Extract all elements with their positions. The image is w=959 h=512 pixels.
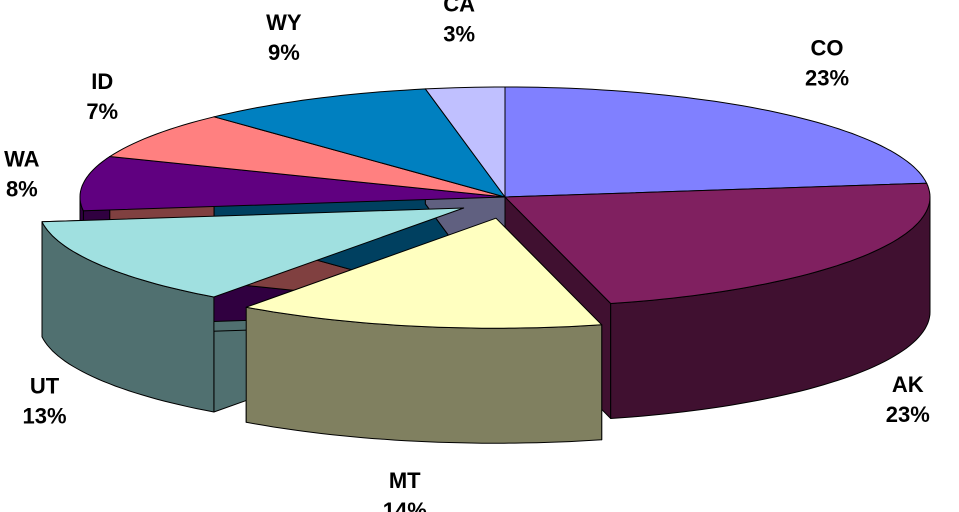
slice-label: ID bbox=[91, 69, 113, 94]
slice-value-label: 23% bbox=[805, 65, 849, 90]
slice-label: UT bbox=[30, 373, 60, 398]
slice bbox=[504, 86, 928, 198]
slice bbox=[504, 182, 931, 304]
slice-value-label: 8% bbox=[6, 177, 38, 202]
slice-value-label: 14% bbox=[383, 498, 427, 512]
slice-value-label: 9% bbox=[268, 40, 300, 65]
slice-label: WA bbox=[4, 147, 40, 172]
tops bbox=[41, 86, 931, 329]
sides bbox=[41, 196, 931, 444]
slice bbox=[245, 217, 603, 329]
slice-value-label: 23% bbox=[886, 402, 930, 427]
slice bbox=[109, 116, 506, 198]
slice-label: CO bbox=[811, 35, 844, 60]
slice bbox=[41, 207, 465, 298]
slice-label: AK bbox=[892, 372, 924, 397]
slice bbox=[424, 86, 506, 198]
slice-label: MT bbox=[389, 468, 421, 493]
slice-value-label: 7% bbox=[86, 99, 118, 124]
slice-label: WY bbox=[266, 10, 302, 35]
slice-value-label: 13% bbox=[22, 403, 66, 428]
slice bbox=[213, 88, 506, 198]
slice-value-label: 3% bbox=[443, 22, 475, 47]
slice bbox=[79, 156, 506, 212]
slice-label: CA bbox=[443, 0, 475, 17]
